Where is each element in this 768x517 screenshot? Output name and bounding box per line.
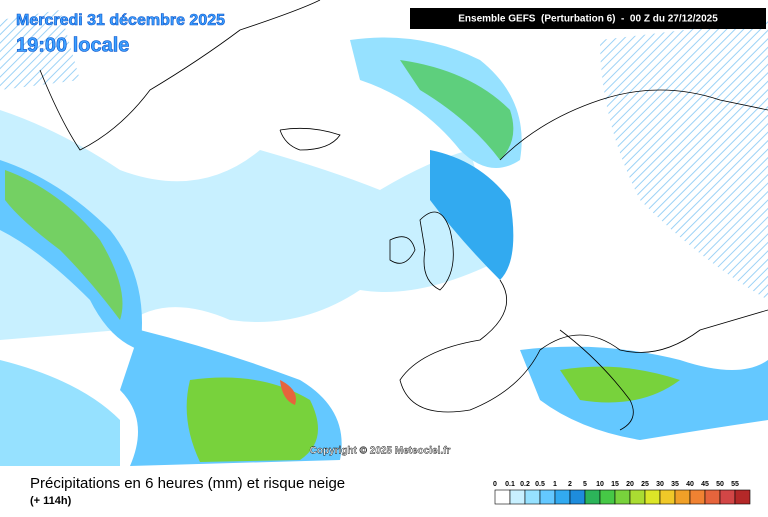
copyright: Copyright © 2025 Meteociel.fr [310, 446, 451, 457]
scale-label: 55 [731, 481, 739, 488]
scale-swatch [554, 489, 571, 505]
forecast-time: 19:00 locale [16, 34, 129, 56]
scale-label: 10 [596, 481, 604, 488]
run-info: Ensemble GEFS (Perturbation 6) - 00 Z du… [458, 14, 718, 25]
scale-swatch [674, 489, 691, 505]
scale-swatch [719, 489, 736, 505]
coastlines [39, 0, 768, 431]
precipitation-field [0, 10, 768, 466]
scale-label: 0.1 [505, 481, 515, 488]
scale-label: 50 [716, 481, 724, 488]
scale-label: 30 [656, 481, 664, 488]
scale-swatch [584, 489, 601, 505]
footer-panel [0, 466, 768, 512]
scale-label: 45 [701, 481, 709, 488]
scale-label: 40 [686, 481, 694, 488]
scale-label: 0.2 [520, 481, 530, 488]
color-scale: 0 0.1 0.2 0.5 1 2 5 10 15 20 25 30 35 40 45 50 55 [493, 481, 751, 505]
scale-swatch [659, 489, 676, 505]
scale-label: 20 [626, 481, 634, 488]
scale-swatch [614, 489, 631, 505]
scale-swatch [539, 489, 556, 505]
scale-swatch [569, 489, 586, 505]
scale-label: 15 [611, 481, 619, 488]
scale-label: 2 [568, 481, 572, 488]
scale-swatch [629, 489, 646, 505]
scale-label: 5 [583, 481, 587, 488]
scale-swatch [599, 489, 616, 505]
scale-label: 1 [553, 481, 557, 488]
scale-swatch [524, 489, 541, 505]
run-banner [410, 8, 766, 29]
scale-swatch [494, 489, 511, 505]
forecast-date: Mercredi 31 décembre 2025 [16, 12, 225, 29]
footer-title: Précipitations en 6 heures (mm) et risqu… [30, 475, 345, 492]
scale-swatch [509, 489, 526, 505]
scale-swatch [704, 489, 721, 505]
scale-label: 35 [671, 481, 679, 488]
scale-label: 0 [493, 481, 497, 488]
scale-swatch [734, 489, 751, 505]
lead-time: (+ 114h) [30, 495, 72, 507]
scale-swatch [689, 489, 706, 505]
scale-label: 0.5 [535, 481, 545, 488]
scale-swatch [644, 489, 661, 505]
scale-label: 25 [641, 481, 649, 488]
